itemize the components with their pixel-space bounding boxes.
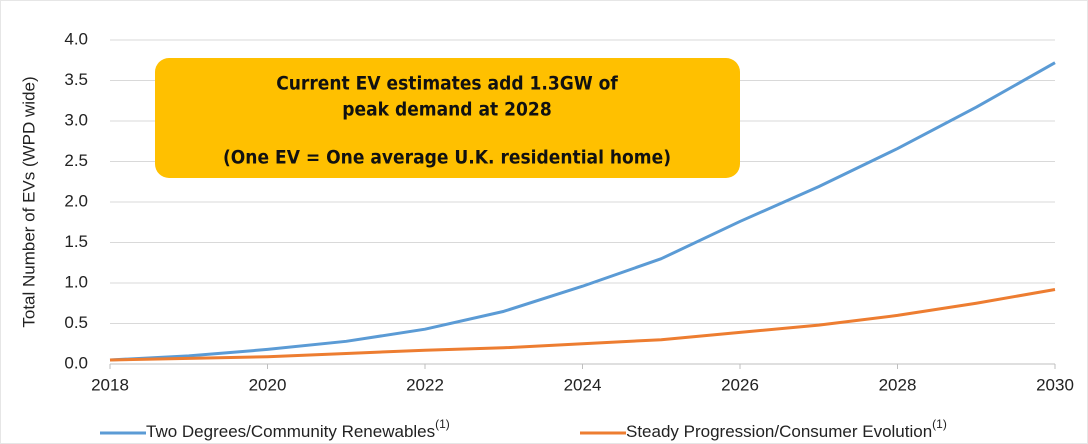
- y-tick-label: 4.0: [64, 29, 88, 48]
- y-tick-label: 0.5: [64, 313, 88, 332]
- annotation-line: Current EV estimates add 1.3GW of: [276, 73, 618, 95]
- y-tick-label: 2.5: [64, 151, 88, 170]
- legend: Two Degrees/Community Renewables(1) Stead…: [100, 417, 947, 441]
- x-tick-label: 2030: [1036, 375, 1074, 394]
- x-tick-label: 2026: [721, 375, 759, 394]
- y-tick-label: 1.0: [64, 272, 88, 291]
- y-tick-label: 3.0: [64, 110, 88, 129]
- annotation-line: (One EV = One average U.K. residential h…: [223, 147, 671, 169]
- legend-name: Two Degrees/Community Renewables: [146, 422, 435, 441]
- legend-label: Two Degrees/Community Renewables(1): [146, 417, 450, 441]
- series-line: [109, 61, 1056, 362]
- legend-name: Steady Progression/Consumer Evolution: [626, 422, 932, 441]
- y-tick-label: 2.0: [64, 191, 88, 210]
- x-tick-label: 2018: [91, 375, 129, 394]
- annotation-line: peak demand at 2028: [342, 99, 551, 121]
- plot-area: 0.0 0.5 1.0 1.5 2.0 2.5 3.0 3.5 4.0 2018 2020 2022 2…: [64, 29, 1074, 394]
- annotation-box: [155, 58, 740, 178]
- series-line: [109, 288, 1056, 362]
- y-tick-label: 1.5: [64, 232, 88, 251]
- y-tick-label: 0.0: [64, 353, 88, 372]
- x-tick-label: 2028: [879, 375, 917, 394]
- x-tick-label: 2024: [564, 375, 602, 394]
- legend-footnote: (1): [435, 417, 450, 431]
- y-axis-label: Total Number of EVs (WPD wide): [19, 76, 38, 327]
- y-tick-label: 3.5: [64, 70, 88, 89]
- x-tick-label: 2020: [249, 375, 287, 394]
- legend-footnote: (1): [932, 417, 947, 431]
- x-tick-label: 2022: [406, 375, 444, 394]
- legend-label: Steady Progression/Consumer Evolution(1): [626, 417, 947, 441]
